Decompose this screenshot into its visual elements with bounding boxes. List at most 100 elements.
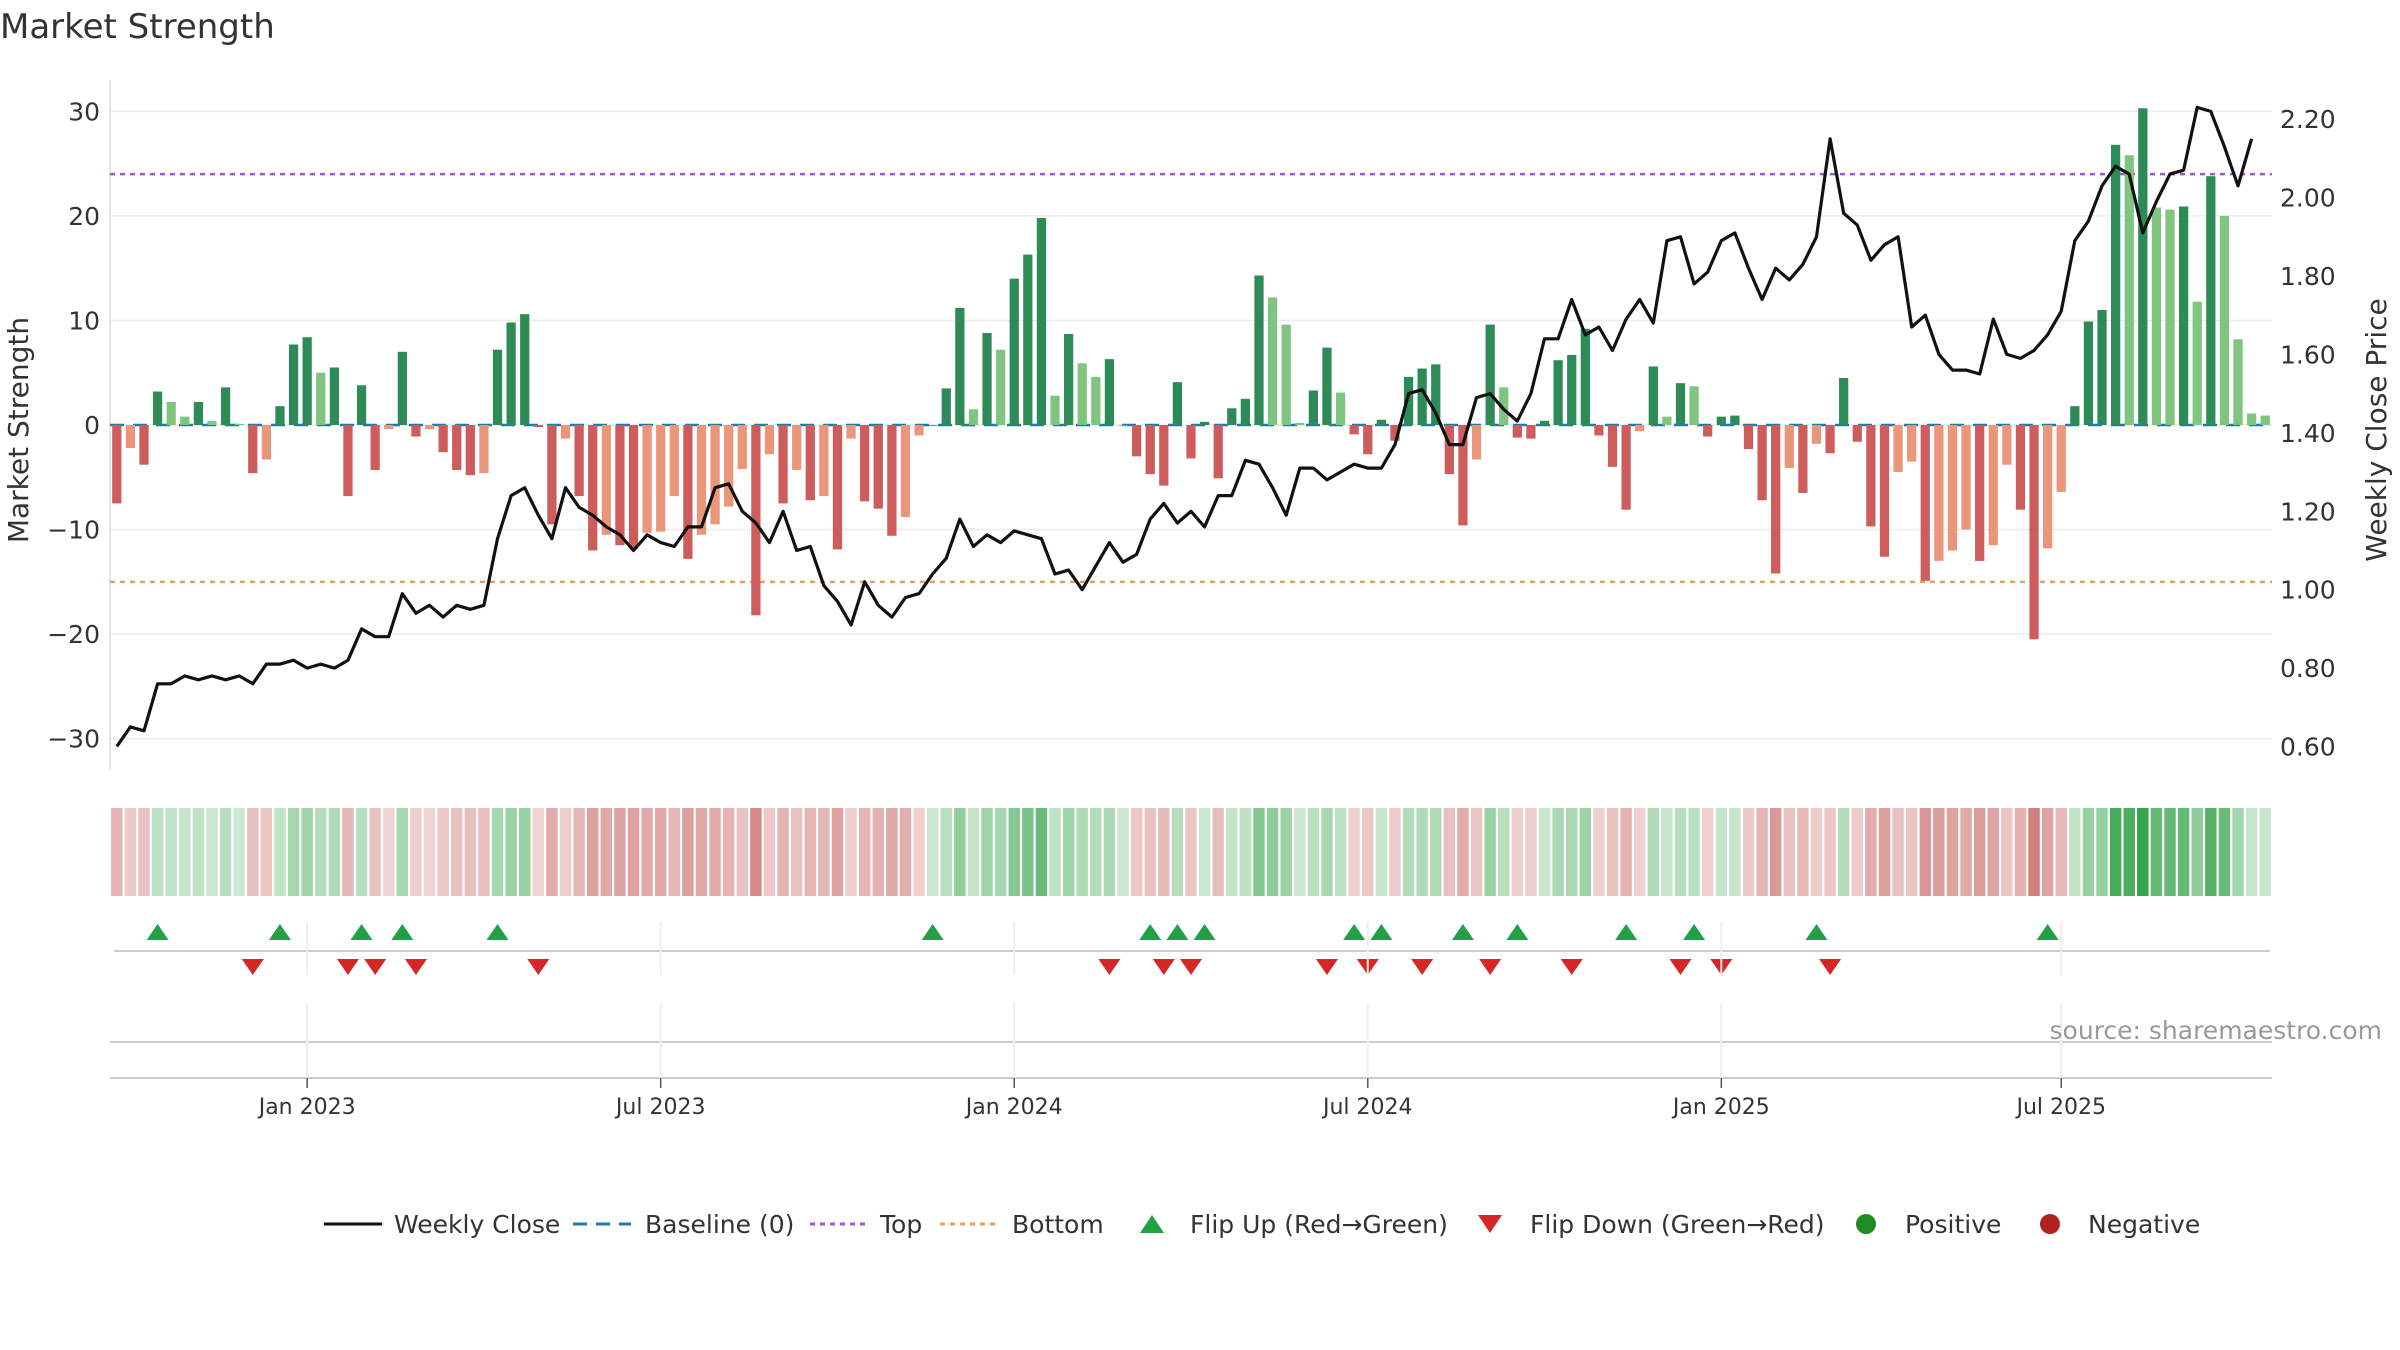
band-cell bbox=[858, 808, 871, 896]
band-cell bbox=[1538, 808, 1551, 896]
band-cell bbox=[1946, 808, 1959, 896]
flip-up-marker bbox=[350, 924, 373, 940]
strength-bar bbox=[2233, 339, 2243, 425]
strength-bar bbox=[955, 307, 965, 425]
flip-up-marker bbox=[2036, 924, 2059, 940]
band-cell bbox=[954, 808, 966, 896]
band-cell bbox=[111, 808, 123, 896]
band-cell bbox=[179, 808, 191, 896]
band-cell bbox=[1511, 808, 1524, 896]
band-cell bbox=[614, 808, 626, 896]
right-axis-label: Weekly Close Price bbox=[2360, 298, 2393, 561]
flip-down-marker bbox=[1669, 959, 1692, 975]
strength-bar bbox=[2219, 215, 2230, 425]
legend-flip-up-swatch bbox=[1140, 1215, 1164, 1233]
strength-bar bbox=[696, 425, 707, 535]
strength-bar bbox=[1907, 425, 1917, 462]
band-cell bbox=[872, 808, 884, 896]
strength-bar bbox=[1553, 360, 1563, 425]
band-cell bbox=[1362, 808, 1374, 896]
strength-bar bbox=[1539, 420, 1550, 425]
band-cell bbox=[763, 808, 776, 896]
strength-bar bbox=[819, 425, 829, 497]
flip-down-marker bbox=[364, 959, 387, 975]
strength-bar bbox=[465, 425, 475, 476]
right-tick-label: 0.80 bbox=[2280, 654, 2336, 683]
strength-bar bbox=[1295, 422, 1305, 425]
strength-bar bbox=[2043, 425, 2053, 549]
band-cell bbox=[369, 808, 381, 896]
band-cell bbox=[396, 808, 409, 896]
band-cell bbox=[1973, 808, 1986, 896]
strength-bar bbox=[288, 344, 299, 425]
strength-bar bbox=[710, 425, 720, 525]
flip-down-marker bbox=[1098, 959, 1121, 975]
strength-bar bbox=[2070, 406, 2080, 425]
strength-bar bbox=[2206, 176, 2216, 425]
flip-down-marker bbox=[1180, 959, 1202, 975]
strength-bar bbox=[1852, 425, 1862, 442]
strength-bar bbox=[1322, 347, 1332, 425]
strength-bar bbox=[316, 372, 326, 425]
strength-bar bbox=[1077, 363, 1087, 425]
x-tick-label: Jul 2023 bbox=[614, 1095, 706, 1120]
left-axis-label: Market Strength bbox=[2, 317, 35, 543]
legend-bottom-label: Bottom bbox=[1012, 1210, 1104, 1239]
band-cell bbox=[981, 808, 993, 896]
band-cell bbox=[315, 808, 327, 896]
band-cell bbox=[1103, 808, 1116, 896]
x-axis: Jan 2023 Jul 2023 Jan 2024 Jul 2024 Jan 2025… bbox=[257, 922, 2106, 1120]
right-tick-label: 2.20 bbox=[2280, 105, 2336, 134]
band-cell bbox=[1049, 808, 1061, 896]
band-cell bbox=[886, 808, 898, 896]
legend: Weekly Close Baseline (0) Top Bottom Flip Up… bbox=[324, 1210, 2200, 1239]
strength-bar bbox=[805, 425, 815, 501]
band-cell bbox=[641, 808, 653, 896]
strength-bar bbox=[778, 425, 788, 504]
band-cell bbox=[2232, 808, 2244, 896]
flip-up-marker bbox=[1683, 924, 1706, 940]
band-cell bbox=[546, 808, 558, 896]
band-cell bbox=[478, 808, 490, 896]
strength-bar bbox=[1648, 366, 1658, 425]
legend-flip-down-swatch bbox=[1478, 1215, 1502, 1233]
strength-bar bbox=[1308, 390, 1319, 425]
band-cell bbox=[2205, 808, 2217, 896]
strength-bar bbox=[1675, 383, 1686, 425]
strength-bar bbox=[1050, 395, 1060, 425]
strength-bar bbox=[1662, 416, 1672, 425]
band-cell bbox=[491, 808, 504, 896]
band-cell bbox=[1144, 808, 1156, 896]
band-cell bbox=[1688, 808, 1700, 896]
right-tick-label: 1.60 bbox=[2280, 340, 2336, 369]
legend-top-label: Top bbox=[879, 1210, 922, 1239]
strength-bar bbox=[982, 333, 992, 425]
strength-bar bbox=[2178, 206, 2189, 425]
band-cell bbox=[1348, 808, 1360, 896]
band-cell bbox=[722, 808, 735, 896]
band-cell bbox=[1185, 808, 1197, 896]
strength-bar bbox=[1743, 425, 1754, 450]
band-cell bbox=[682, 808, 694, 896]
right-tick-label: 1.80 bbox=[2280, 262, 2336, 291]
band-cell bbox=[1606, 808, 1619, 896]
strength-bar bbox=[1172, 382, 1183, 425]
band-cell bbox=[1307, 808, 1320, 896]
band-cell bbox=[206, 808, 218, 896]
strength-bar bbox=[1947, 425, 1958, 551]
strength-bar bbox=[1594, 425, 1604, 436]
band-cell bbox=[2150, 808, 2163, 896]
strength-bar bbox=[1063, 334, 1074, 425]
strength-bar bbox=[1199, 421, 1210, 425]
strength-bar bbox=[2165, 209, 2175, 425]
flip-down-marker bbox=[1819, 959, 1842, 975]
band-cell bbox=[1797, 808, 1809, 896]
strength-bar bbox=[1988, 425, 1998, 546]
band-cell bbox=[2177, 808, 2190, 896]
strength-bar bbox=[642, 425, 652, 533]
band-cell bbox=[2069, 808, 2081, 896]
strength-bar bbox=[234, 423, 244, 425]
strength-bar bbox=[724, 425, 734, 507]
legend-flip-up-label: Flip Up (Red→Green) bbox=[1190, 1210, 1448, 1239]
